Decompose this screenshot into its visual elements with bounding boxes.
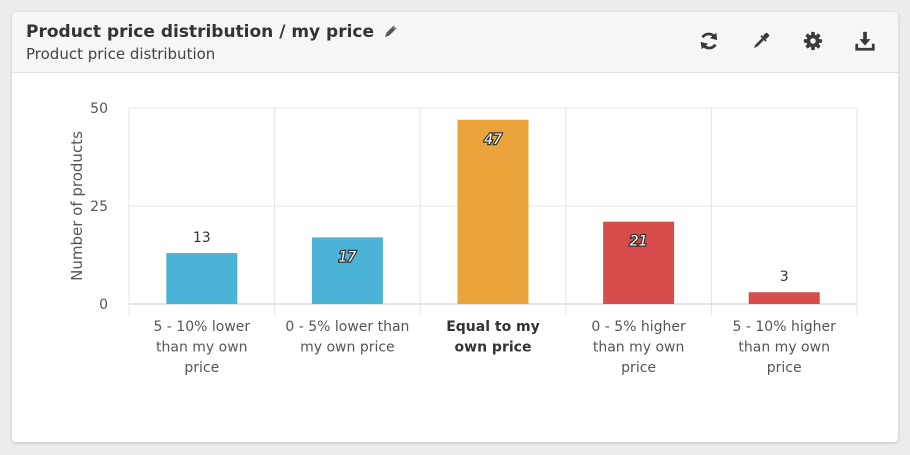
x-tick-label: price [184,360,219,376]
widget-toolbar [696,28,878,54]
eyedropper-button[interactable] [748,28,774,54]
data-label: 17 [338,249,356,265]
x-tick-label: Equal to my [446,319,540,335]
x-tick-label: than my own [738,340,830,356]
x-tick-label: price [767,360,802,376]
data-label: 21 [630,234,648,250]
x-tick-label: 0 - 5% lower than [285,319,409,335]
bar [311,237,383,304]
download-icon [855,31,875,51]
data-label: 3 [780,269,789,285]
x-tick-label: price [621,360,656,376]
bar [603,221,675,304]
bar-chart: 0 25 50 Number of products 13 17 47 21 3 5 - 1… [68,101,858,376]
y-tick-label: 0 [99,297,108,313]
bar [166,253,238,304]
bar [457,119,529,304]
refresh-button[interactable] [696,28,722,54]
title-row: Product price distribution / my price [26,22,398,42]
chart-area: 0 25 50 Number of products 13 17 47 21 3 5 - 1… [12,73,898,442]
x-tick-label: 5 - 10% lower [153,319,250,335]
gear-icon [803,31,823,51]
settings-button[interactable] [800,28,826,54]
x-tick-label: than my own [593,340,685,356]
eyedropper-icon [753,32,770,49]
y-tick-label: 25 [90,199,108,215]
y-tick-label: 50 [90,101,108,117]
download-button[interactable] [852,28,878,54]
x-tick-label: than my own [156,340,248,356]
widget-subtitle: Product price distribution [26,45,216,63]
pencil-icon[interactable] [382,24,398,40]
x-tick-label: 0 - 5% higher [591,319,686,335]
y-axis-label: Number of products [68,131,86,281]
x-tick-label: my own price [300,340,395,356]
refresh-icon [700,32,718,50]
data-label: 47 [484,132,502,148]
widget-title: Product price distribution / my price [26,22,375,42]
x-tick-label: own price [455,340,532,356]
bar [748,292,820,304]
chart-widget: Product price distribution / my price Pr… [12,12,898,442]
x-tick-label: 5 - 10% higher [733,319,837,335]
widget-header: Product price distribution / my price Pr… [12,12,898,73]
data-label: 13 [193,230,211,246]
